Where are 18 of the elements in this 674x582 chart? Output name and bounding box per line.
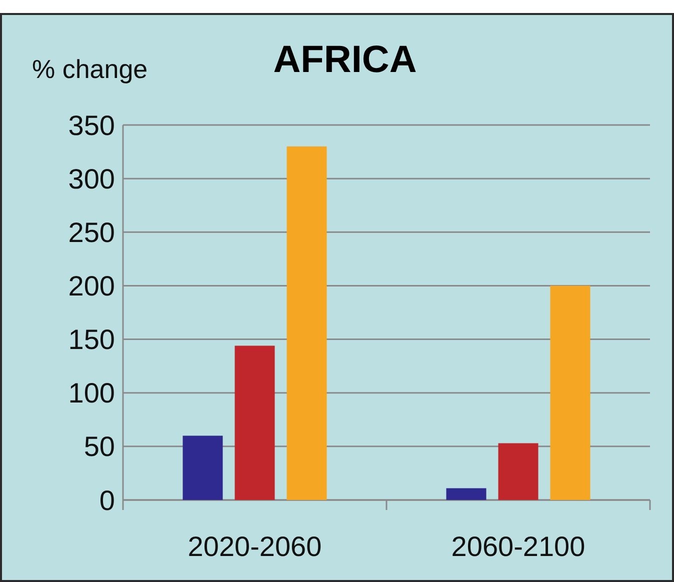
chart-title: AFRICA [273,39,417,81]
bar [234,346,275,500]
y-tick-label: 150 [68,324,115,356]
bar [182,436,223,500]
bar [446,488,486,500]
y-tick-label: 100 [68,378,115,409]
y-tick-label: 250 [68,216,115,248]
y-tick-label: 300 [68,163,115,194]
bar [286,146,327,500]
y-tick-label: 50 [84,431,115,462]
y-tick-label: 0 [99,484,115,516]
x-tick-label: 2020-2060 [188,531,322,562]
y-tick-label: 350 [68,110,115,141]
x-tick-label: 2060-2100 [451,531,586,562]
y-tick-label: 200 [68,270,115,302]
y-axis-title: % change [32,54,148,84]
bar [550,286,590,500]
bar [498,443,538,500]
